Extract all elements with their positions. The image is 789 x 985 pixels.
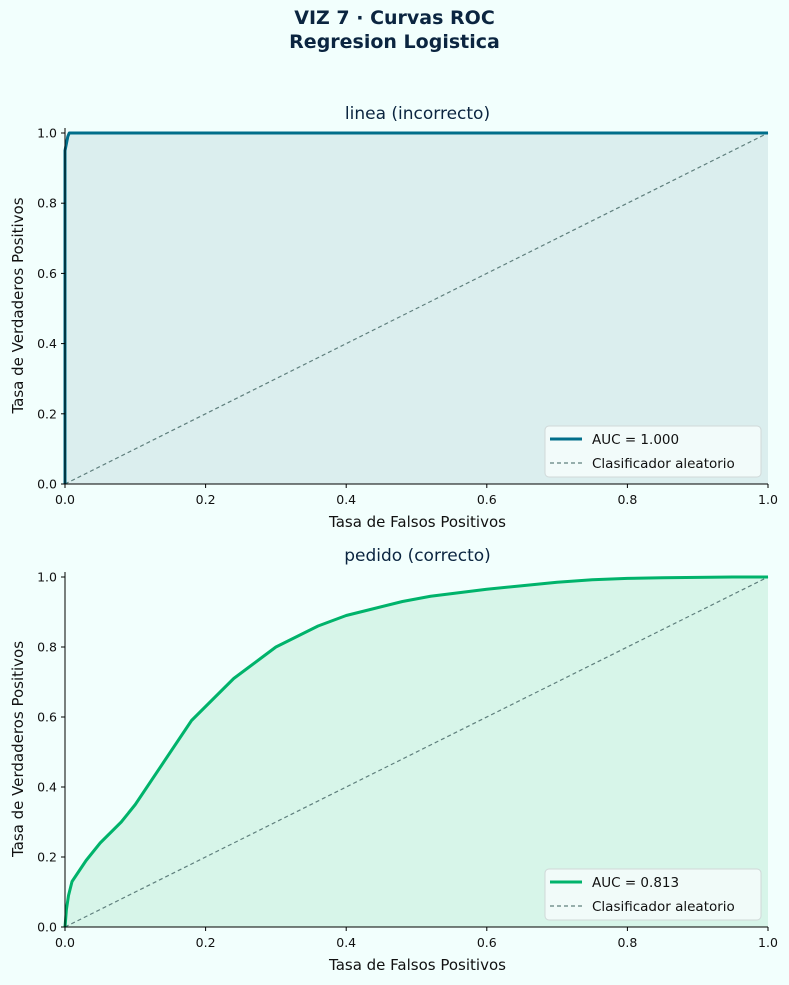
y-tick-label: 0.2 xyxy=(37,850,57,865)
x-tick-label: 0.6 xyxy=(477,935,497,950)
x-tick-label: 0.0 xyxy=(55,492,75,507)
x-tick-label: 0.8 xyxy=(617,935,637,950)
y-tick-label: 1.0 xyxy=(37,570,57,585)
panel-title-1: pedido (correcto) xyxy=(344,546,491,566)
y-tick-label: 0.2 xyxy=(37,406,57,421)
y-tick-label: 0.8 xyxy=(37,640,57,655)
figure-title-line1: VIZ 7 · Curvas ROC xyxy=(294,7,495,29)
legend-label-random-1: Clasificador aleatorio xyxy=(592,899,735,915)
roc-curve-1 xyxy=(63,575,768,928)
x-tick-label: 0.8 xyxy=(617,492,637,507)
y-tick-label: 0.6 xyxy=(37,710,57,725)
legend-label-roc-0: AUC = 1.000 xyxy=(592,432,679,448)
legend-box-1 xyxy=(544,868,762,921)
x-tick-label: 0.0 xyxy=(55,935,75,950)
y-axis-label-0: Tasa de Verdaderos Positivos xyxy=(9,197,27,414)
x-tick-label: 1.0 xyxy=(758,935,778,950)
panel-title-0: linea (incorrecto) xyxy=(345,104,490,124)
y-tick-label: 1.0 xyxy=(37,126,57,141)
x-tick-label: 0.4 xyxy=(336,492,356,507)
y-tick-label: 0.0 xyxy=(37,477,57,492)
random-classifier-line-0 xyxy=(64,132,769,485)
y-tick-label: 0.0 xyxy=(37,920,57,935)
x-tick-label: 1.0 xyxy=(758,492,778,507)
figure-title-line2: Regresion Logistica xyxy=(289,31,500,53)
x-tick-label: 0.2 xyxy=(196,492,216,507)
y-axis-label-1: Tasa de Verdaderos Positivos xyxy=(9,641,27,858)
random-classifier-line-1 xyxy=(64,576,769,928)
y-tick-label: 0.6 xyxy=(37,266,57,281)
legend-box-0 xyxy=(544,425,762,478)
x-tick-label: 0.2 xyxy=(196,935,216,950)
legend-label-roc-1: AUC = 0.813 xyxy=(592,875,679,891)
x-axis-label-1: Tasa de Falsos Positivos xyxy=(328,956,506,974)
y-tick-label: 0.8 xyxy=(37,196,57,211)
y-tick-label: 0.4 xyxy=(37,336,57,351)
x-tick-label: 0.4 xyxy=(336,935,356,950)
y-tick-label: 0.4 xyxy=(37,780,57,795)
x-axis-label-0: Tasa de Falsos Positivos xyxy=(328,513,506,531)
legend-label-random-0: Clasificador aleatorio xyxy=(592,456,735,472)
x-tick-label: 0.6 xyxy=(477,492,497,507)
